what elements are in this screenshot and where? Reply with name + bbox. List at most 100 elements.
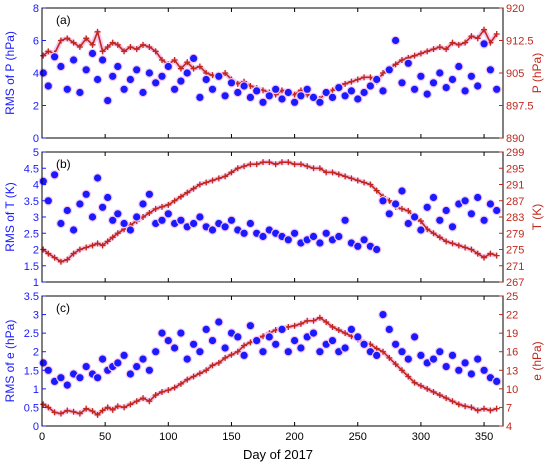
point-left bbox=[113, 209, 123, 219]
point-right bbox=[361, 179, 368, 186]
point-right bbox=[417, 218, 424, 225]
point-left bbox=[371, 244, 382, 255]
point-right bbox=[146, 209, 153, 216]
point-right bbox=[99, 407, 106, 414]
point-right bbox=[184, 189, 191, 196]
point-left bbox=[157, 215, 167, 226]
point-right bbox=[94, 411, 101, 418]
point-left bbox=[92, 372, 103, 383]
point-left bbox=[315, 97, 325, 108]
point-right bbox=[64, 35, 71, 42]
tick-label-right: 295 bbox=[506, 163, 524, 175]
point-left bbox=[409, 84, 420, 95]
point-right bbox=[45, 404, 52, 411]
point-right bbox=[342, 80, 349, 87]
tick-label-left: 4.5 bbox=[24, 163, 39, 175]
tick-label-left: 0 bbox=[33, 133, 39, 145]
point-right bbox=[285, 159, 292, 166]
point-left bbox=[239, 81, 249, 91]
point-right bbox=[335, 327, 342, 334]
point-right bbox=[158, 203, 165, 210]
tick-label-left: 6 bbox=[33, 36, 39, 48]
point-right bbox=[190, 373, 197, 380]
point-left bbox=[163, 335, 174, 346]
point-left bbox=[97, 354, 108, 364]
point-left bbox=[75, 372, 85, 383]
point-right bbox=[196, 370, 203, 377]
y-axis-title-right: e (hPa) bbox=[530, 341, 544, 380]
tick-label-left: 2 bbox=[33, 245, 39, 257]
point-left bbox=[251, 86, 262, 96]
point-left bbox=[390, 339, 401, 350]
tick-label-x: 0 bbox=[39, 431, 45, 443]
point-right bbox=[171, 197, 178, 204]
point-right bbox=[411, 52, 418, 59]
tick-label-right: 19 bbox=[506, 328, 518, 340]
tick-label-right: 25 bbox=[506, 291, 518, 303]
tick-label-right: 291 bbox=[506, 180, 524, 192]
point-left bbox=[92, 74, 103, 85]
point-right bbox=[367, 181, 374, 188]
point-left bbox=[315, 238, 325, 248]
point-right bbox=[304, 163, 311, 170]
tick-label-right: 912.5 bbox=[506, 36, 534, 48]
y-axis-title-left: RMS of P (hPa) bbox=[3, 31, 17, 115]
point-left bbox=[201, 74, 211, 85]
y-axis-title-left: RMS of T (K) bbox=[3, 182, 17, 252]
point-right bbox=[165, 201, 172, 208]
point-right bbox=[83, 405, 90, 412]
point-right bbox=[449, 398, 456, 405]
point-right bbox=[405, 373, 412, 380]
point-left bbox=[56, 218, 66, 229]
point-right bbox=[57, 410, 64, 417]
point-right bbox=[140, 41, 147, 48]
point-left bbox=[68, 55, 79, 65]
point-left bbox=[409, 212, 420, 222]
point-right bbox=[443, 238, 450, 245]
point-right bbox=[89, 41, 96, 48]
tick-label-left: 2 bbox=[33, 101, 39, 113]
point-right bbox=[45, 250, 52, 257]
point-right bbox=[104, 404, 111, 411]
point-right bbox=[70, 408, 77, 415]
point-left bbox=[107, 215, 118, 226]
tick-label-left: 3.5 bbox=[24, 291, 39, 303]
point-left bbox=[81, 189, 91, 200]
point-right bbox=[76, 410, 83, 417]
point-right bbox=[493, 252, 500, 259]
y-axis-title-left: RMS of e (hPa) bbox=[3, 320, 17, 403]
point-right bbox=[228, 351, 235, 358]
point-left bbox=[119, 84, 129, 95]
point-right bbox=[323, 169, 330, 176]
point-right bbox=[354, 76, 361, 83]
tick-label-left: 1.5 bbox=[24, 261, 39, 273]
point-right bbox=[462, 244, 469, 251]
point-left bbox=[397, 186, 407, 196]
tick-label-left: 1 bbox=[33, 384, 39, 396]
point-right bbox=[455, 41, 462, 48]
point-right bbox=[228, 169, 235, 176]
point-left bbox=[460, 196, 470, 206]
point-left bbox=[434, 68, 445, 78]
tick-label-right: 22 bbox=[506, 310, 518, 322]
point-right bbox=[234, 165, 241, 172]
point-left bbox=[390, 199, 401, 209]
point-left bbox=[107, 71, 118, 82]
point-left bbox=[384, 209, 395, 219]
point-right bbox=[241, 163, 248, 170]
point-left bbox=[233, 332, 243, 342]
point-left bbox=[352, 241, 363, 252]
point-left bbox=[182, 354, 192, 364]
point-left bbox=[466, 209, 477, 219]
point-right bbox=[99, 242, 106, 249]
point-left bbox=[138, 354, 148, 364]
point-left bbox=[245, 320, 256, 331]
point-right bbox=[342, 173, 349, 180]
point-left bbox=[157, 328, 167, 338]
point-left bbox=[113, 358, 123, 368]
point-right bbox=[57, 37, 64, 44]
point-right bbox=[177, 380, 184, 387]
panel-1: 0 2 4 6 8 890 897.5 905 912.5 920 (a) RMS of P (hPa… bbox=[3, 3, 544, 145]
tick-label-left: 0.5 bbox=[24, 402, 39, 414]
